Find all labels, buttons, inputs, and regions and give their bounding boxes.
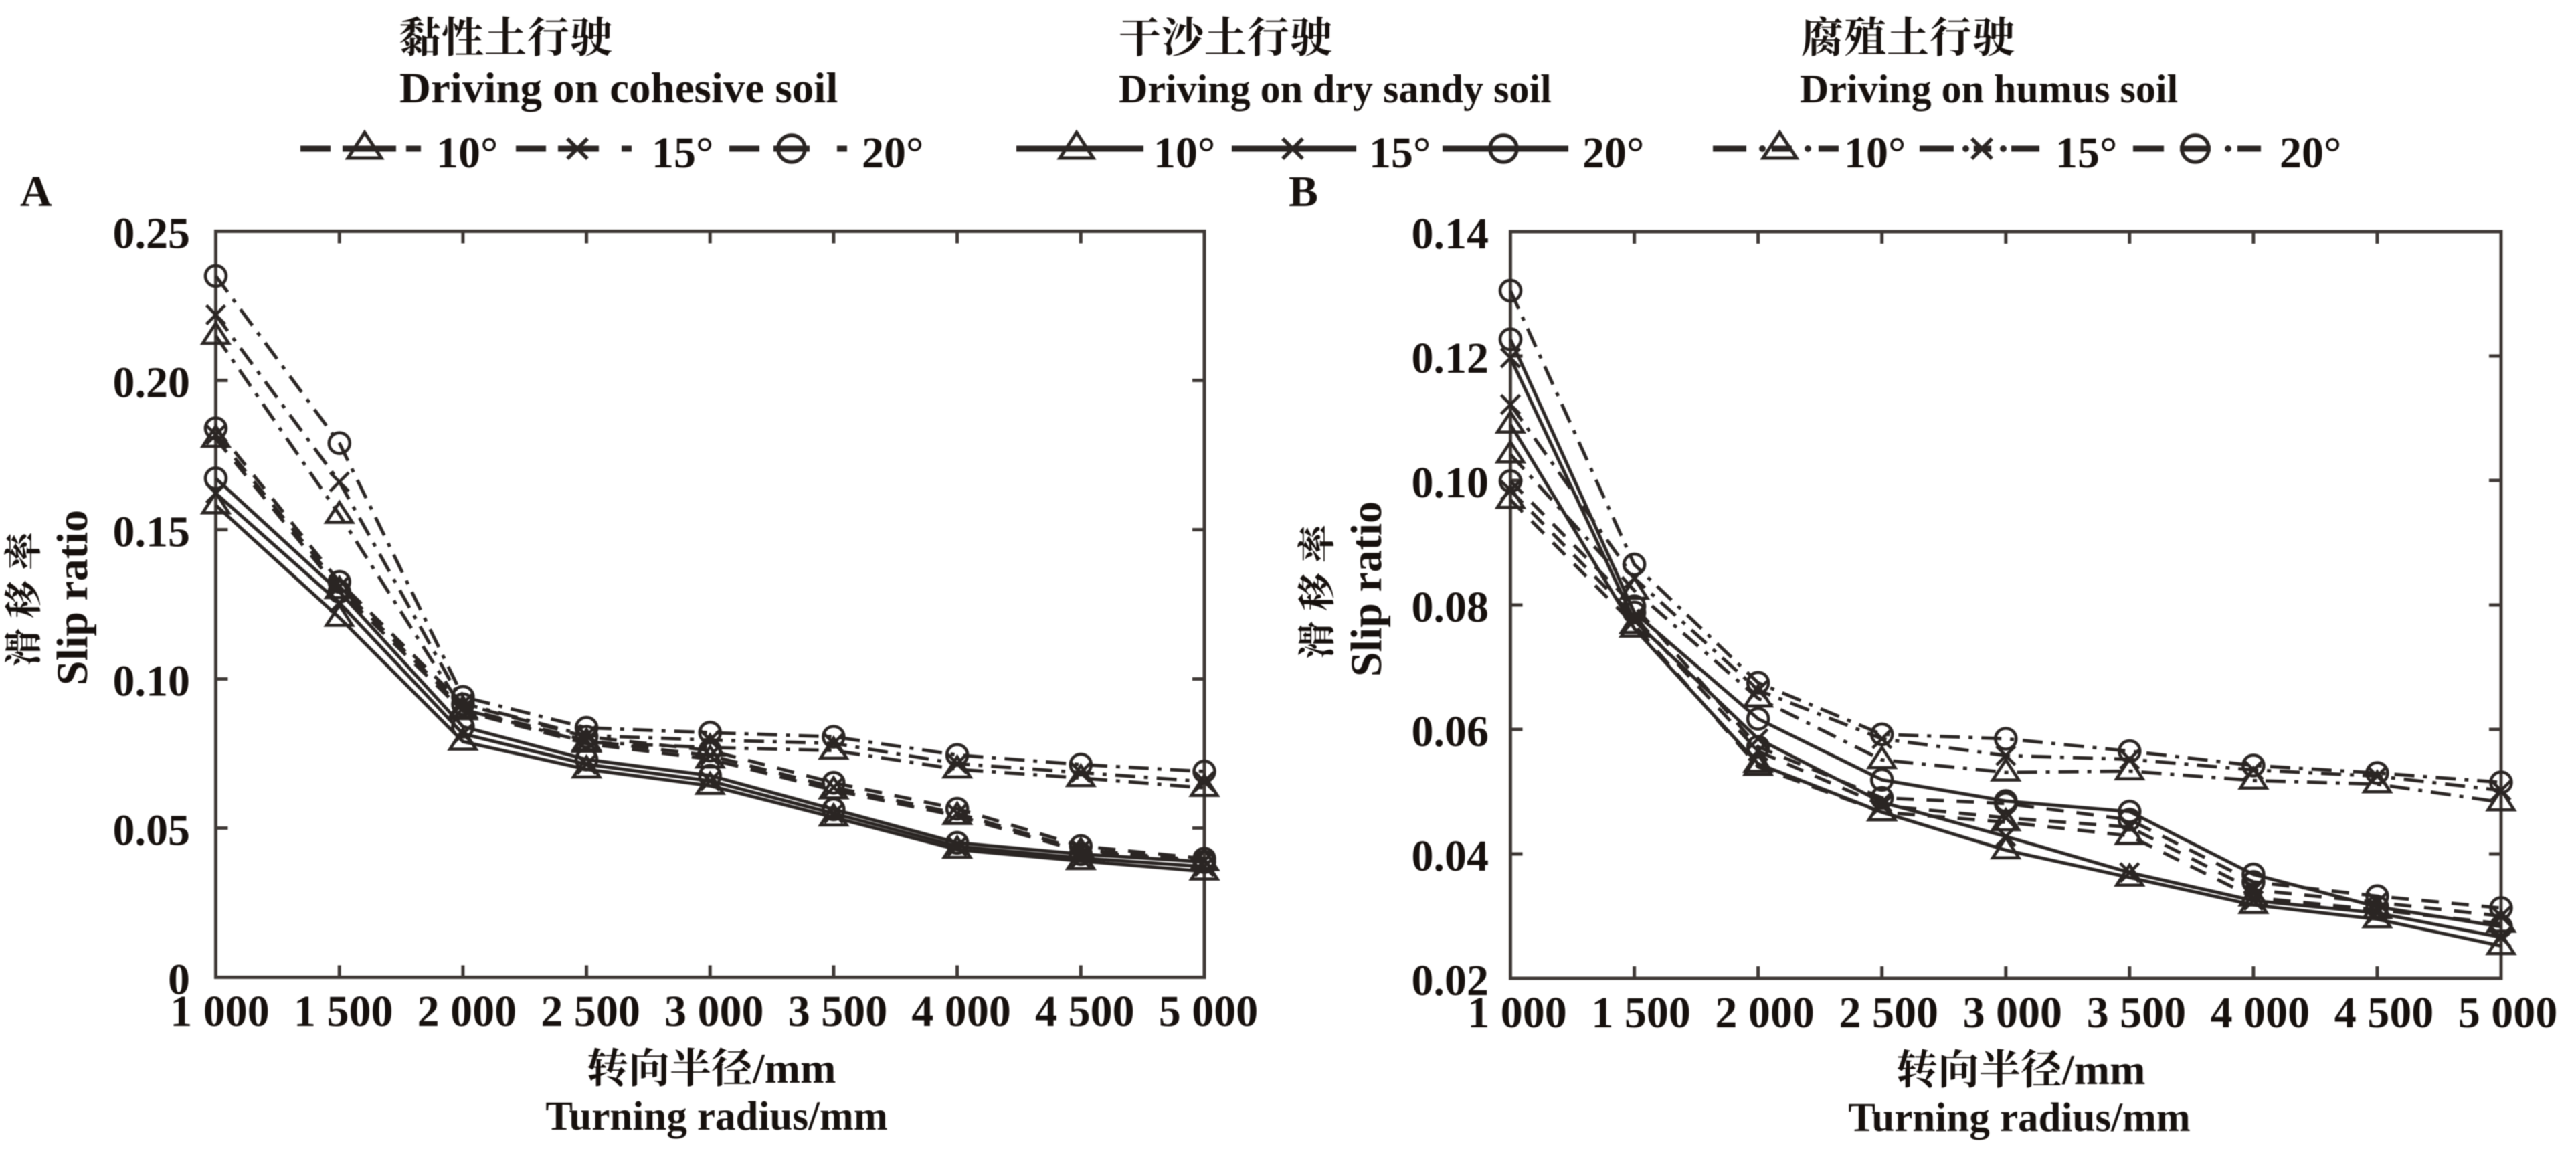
- svg-text:4 000: 4 000: [2211, 988, 2310, 1037]
- svg-text:0.20: 0.20: [113, 359, 191, 408]
- svg-text:1 500: 1 500: [1591, 988, 1691, 1037]
- svg-text:2 000: 2 000: [418, 987, 517, 1036]
- svg-text:0.05: 0.05: [113, 806, 191, 855]
- svg-text:/mm: /mm: [2061, 1046, 2145, 1093]
- svg-text:1 000: 1 000: [1467, 988, 1567, 1037]
- svg-text:15°: 15°: [1369, 128, 1431, 177]
- svg-text:0.10: 0.10: [1412, 458, 1489, 507]
- svg-text:Turning radius/mm: Turning radius/mm: [545, 1094, 887, 1139]
- svg-text:1 500: 1 500: [294, 987, 393, 1036]
- svg-text:B: B: [1289, 167, 1318, 216]
- svg-text:20°: 20°: [1582, 128, 1644, 177]
- svg-text:Slip ratio: Slip ratio: [48, 510, 97, 685]
- svg-text:2 500: 2 500: [1839, 988, 1938, 1037]
- svg-text:0.02: 0.02: [1412, 956, 1489, 1005]
- svg-text:5 000: 5 000: [1159, 987, 1259, 1036]
- svg-text:4 500: 4 500: [1035, 987, 1135, 1036]
- svg-text:10°: 10°: [436, 128, 498, 177]
- svg-text:2 000: 2 000: [1715, 988, 1815, 1037]
- svg-text:0.10: 0.10: [113, 657, 191, 706]
- svg-text:4 000: 4 000: [911, 987, 1011, 1036]
- svg-text:Slip ratio: Slip ratio: [1342, 501, 1391, 677]
- svg-text:3 000: 3 000: [664, 987, 764, 1036]
- svg-text:0.06: 0.06: [1412, 707, 1489, 756]
- svg-text:3 500: 3 500: [2087, 988, 2187, 1037]
- svg-text:20°: 20°: [862, 128, 923, 177]
- svg-text:1 000: 1 000: [170, 987, 270, 1036]
- svg-text:0.14: 0.14: [1412, 209, 1489, 258]
- svg-text:0.12: 0.12: [1412, 334, 1489, 383]
- svg-text:5 000: 5 000: [2458, 988, 2558, 1037]
- svg-text:0: 0: [168, 956, 190, 1004]
- svg-text:15°: 15°: [2055, 128, 2117, 177]
- svg-text:0.15: 0.15: [113, 508, 191, 557]
- svg-text:0.25: 0.25: [113, 209, 191, 258]
- svg-text:20°: 20°: [2280, 128, 2341, 177]
- svg-text:/mm: /mm: [752, 1045, 836, 1092]
- svg-text:Driving on cohesive soil: Driving on cohesive soil: [399, 64, 838, 112]
- svg-text:Driving on dry sandy soil: Driving on dry sandy soil: [1119, 67, 1552, 111]
- svg-text:10°: 10°: [1154, 128, 1215, 177]
- svg-text:A: A: [20, 167, 52, 216]
- svg-text:Turning radius/mm: Turning radius/mm: [1848, 1095, 2190, 1140]
- svg-text:10°: 10°: [1844, 128, 1906, 177]
- svg-text:15°: 15°: [652, 128, 713, 177]
- svg-text:2 500: 2 500: [541, 987, 640, 1036]
- svg-text:0.08: 0.08: [1412, 583, 1489, 632]
- svg-text:3 000: 3 000: [1963, 988, 2063, 1037]
- svg-text:Driving on humus soil: Driving on humus soil: [1800, 67, 2178, 111]
- svg-text:3 500: 3 500: [788, 987, 888, 1036]
- svg-text:4 500: 4 500: [2334, 988, 2434, 1037]
- svg-text:0.04: 0.04: [1412, 832, 1489, 881]
